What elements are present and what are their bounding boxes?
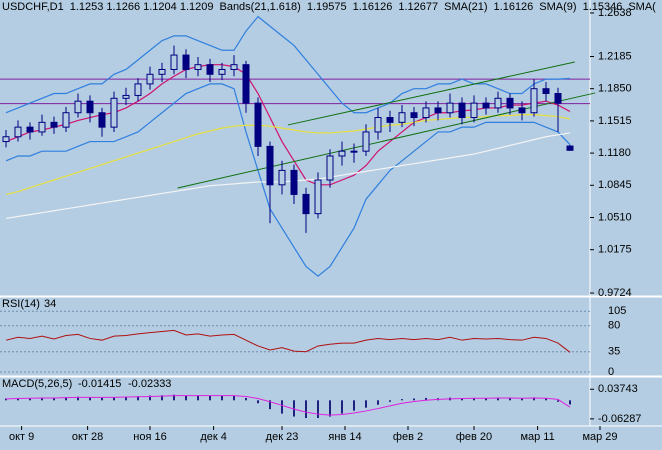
candle-body	[518, 107, 526, 114]
candle-body	[86, 100, 94, 114]
macd-signal	[5, 395, 571, 416]
y-tick-label: 0.03743	[598, 383, 638, 395]
candle-body	[542, 88, 550, 95]
rsi-label: RSI(14)	[2, 298, 40, 310]
header-text: 1.1253 1.1266 1.1204 1.1209	[70, 1, 214, 13]
candle-body	[362, 131, 370, 152]
x-tick-label: ноя 16	[133, 431, 166, 443]
candle-body	[290, 169, 298, 195]
candle-body	[2, 136, 10, 143]
y-tick-label: 105	[608, 305, 626, 317]
x-tick-label: фев 20	[456, 431, 492, 443]
rsi-line	[5, 329, 571, 353]
header-text: 1.16126	[494, 1, 534, 13]
header-text: 1.15346	[583, 1, 623, 13]
header-text: SMA(21)	[444, 1, 487, 13]
y-tick-label: 1.1515	[598, 115, 632, 127]
rsi-value: 34	[44, 298, 56, 310]
indicator-line	[5, 15, 571, 114]
y-tick-label: -0.06287	[598, 413, 641, 425]
indicator-line	[5, 83, 571, 277]
candle-body	[350, 150, 358, 153]
candle-body	[218, 68, 226, 75]
candle-body	[530, 88, 538, 114]
candle-body	[302, 193, 310, 215]
candle-body	[410, 112, 418, 119]
candle-body	[194, 64, 202, 70]
candle-body	[38, 121, 46, 133]
y-tick-label: 80	[608, 320, 620, 332]
indicator-line	[5, 114, 571, 196]
y-tick-label: 1.1850	[598, 83, 632, 95]
candle-body	[266, 145, 274, 186]
candle-body	[326, 155, 334, 181]
x-tick-label: дек 23	[266, 431, 299, 443]
candle-body	[170, 54, 178, 70]
header-text: SMA(9)	[539, 1, 576, 13]
candle-body	[14, 126, 22, 138]
candle-body	[146, 73, 154, 85]
y-tick-label: 0	[608, 366, 614, 378]
candle-body	[74, 100, 82, 114]
header-text: USDCHF,D1	[2, 1, 64, 13]
candle-body	[494, 97, 502, 109]
candle-body	[206, 64, 214, 75]
candle-body	[242, 64, 250, 104]
macd-label: MACD(5,26,5)	[2, 378, 72, 390]
x-tick-label: янв 14	[328, 431, 361, 443]
header-text: 1.12677	[398, 1, 438, 13]
candle-body	[506, 97, 514, 109]
candle-body	[122, 94, 130, 99]
y-tick-label: 35	[608, 346, 620, 358]
candle-body	[482, 102, 490, 109]
trend-line	[287, 61, 575, 126]
y-tick-label: 1.0845	[598, 179, 632, 191]
candle-body	[50, 121, 58, 128]
candle-body	[26, 126, 34, 133]
y-tick-label: 1.0175	[598, 244, 632, 256]
candle-body	[398, 112, 406, 123]
y-tick-label: 1.0510	[598, 211, 632, 223]
candle-body	[158, 68, 166, 75]
y-tick-label: 1.2185	[598, 50, 632, 62]
candle-body	[470, 102, 478, 119]
y-tick-label: 1.2638	[598, 7, 632, 19]
candle-body	[338, 150, 346, 157]
macd-value: -0.01415	[78, 378, 121, 390]
candle-body	[182, 54, 190, 70]
candle-body	[230, 64, 238, 70]
candle-body	[458, 102, 466, 119]
header-text: Bands(21,1.618)	[219, 1, 300, 13]
x-tick-label: дек 4	[200, 431, 227, 443]
candle-body	[278, 169, 286, 186]
y-tick-label: 1.1180	[598, 147, 631, 159]
candle-body	[134, 83, 142, 96]
header-text: 1.16126	[353, 1, 393, 13]
candle-body	[554, 93, 562, 104]
x-tick-label: мар 11	[520, 431, 554, 443]
candle-body	[62, 112, 70, 128]
macd-signal-value: -0.02333	[128, 378, 171, 390]
candle-body	[566, 145, 574, 151]
x-tick-label: мар 29	[582, 431, 617, 443]
candle-body	[386, 117, 394, 123]
candle-body	[314, 179, 322, 215]
candle-body	[110, 97, 118, 128]
axis-panel	[590, 0, 662, 450]
indicator-line	[5, 132, 571, 220]
candle-body	[374, 117, 382, 133]
candle-body	[434, 107, 442, 114]
candle-body	[254, 102, 262, 147]
candle-body	[422, 107, 430, 119]
candle-body	[446, 102, 454, 114]
header-text: SMA(	[628, 1, 656, 13]
header-text: 1.19575	[307, 1, 347, 13]
x-tick-label: окт 9	[9, 431, 34, 443]
x-tick-label: фев 2	[393, 431, 423, 443]
trend-line	[177, 92, 596, 189]
candle-body	[98, 112, 106, 128]
x-tick-label: окт 28	[72, 431, 103, 443]
y-tick-label: 0.9724	[598, 287, 632, 299]
